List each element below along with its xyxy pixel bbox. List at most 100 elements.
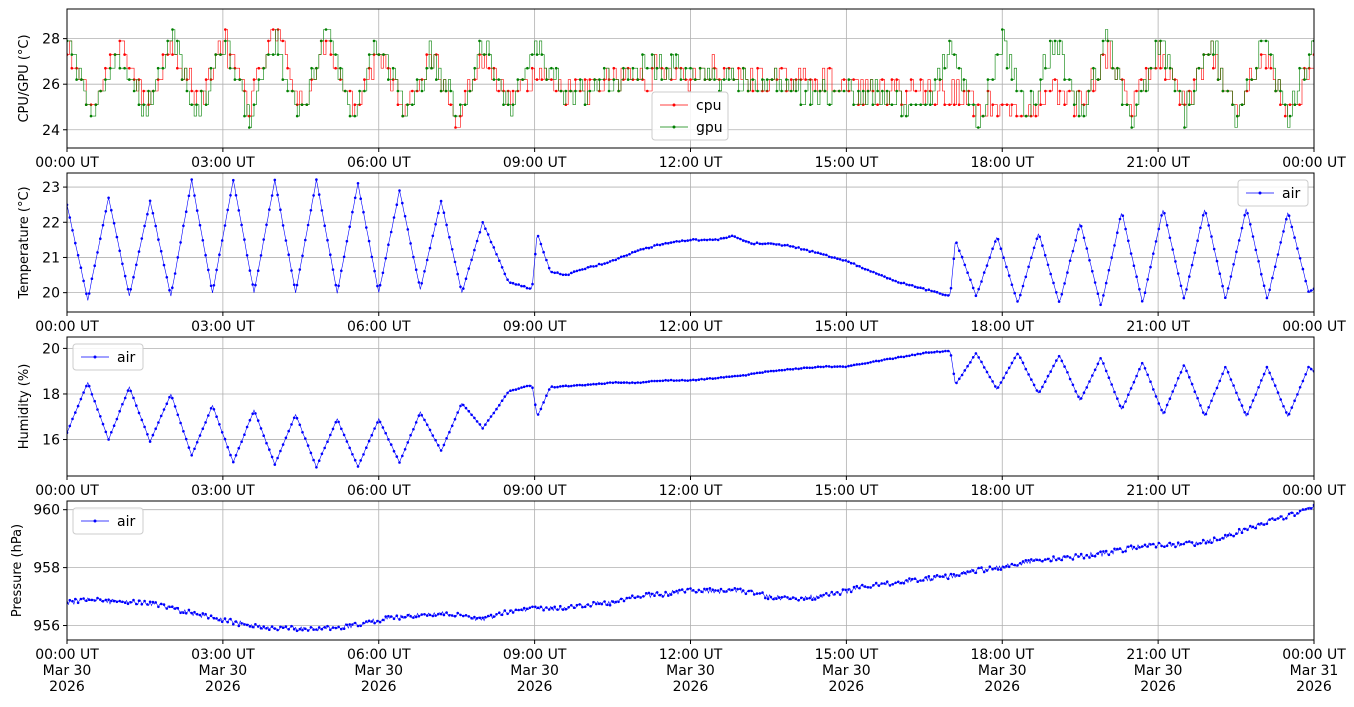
data-point bbox=[252, 78, 256, 81]
data-point bbox=[764, 596, 767, 600]
data-point bbox=[425, 614, 429, 617]
data-point bbox=[1154, 39, 1157, 43]
data-point bbox=[511, 103, 515, 106]
data-point bbox=[667, 379, 670, 382]
data-point bbox=[1309, 367, 1313, 371]
data-point bbox=[833, 593, 836, 596]
data-point bbox=[1273, 518, 1277, 521]
data-point bbox=[147, 89, 150, 93]
data-point bbox=[85, 599, 88, 602]
data-point bbox=[317, 193, 321, 196]
data-point bbox=[827, 594, 831, 597]
data-point bbox=[1243, 411, 1246, 414]
data-point bbox=[500, 399, 504, 403]
data-point bbox=[1010, 103, 1014, 106]
data-point bbox=[919, 352, 922, 356]
data-point bbox=[949, 354, 953, 357]
data-point bbox=[642, 247, 645, 251]
data-point bbox=[775, 89, 779, 93]
data-point bbox=[977, 287, 980, 291]
data-point bbox=[157, 421, 160, 424]
data-point bbox=[1168, 236, 1172, 240]
data-point bbox=[140, 237, 144, 240]
data-point bbox=[1049, 272, 1052, 276]
data-point bbox=[1185, 369, 1188, 373]
data-point bbox=[1303, 78, 1306, 81]
data-point bbox=[1091, 374, 1094, 377]
data-point bbox=[128, 66, 131, 70]
data-point bbox=[129, 389, 132, 393]
data-point bbox=[193, 194, 196, 197]
data-point bbox=[135, 602, 138, 606]
data-point bbox=[636, 595, 640, 598]
data-point bbox=[1068, 377, 1072, 381]
data-point bbox=[697, 239, 701, 242]
data-point bbox=[475, 420, 479, 423]
data-point bbox=[1121, 214, 1125, 217]
data-point bbox=[1176, 272, 1180, 275]
data-point bbox=[930, 578, 933, 581]
data-point bbox=[315, 466, 318, 469]
x-tick-label: 21:00 UT bbox=[1126, 483, 1190, 499]
data-point bbox=[517, 608, 520, 612]
data-point bbox=[342, 255, 346, 259]
data-point bbox=[526, 66, 529, 70]
data-point bbox=[536, 413, 540, 416]
data-point bbox=[475, 617, 479, 620]
data-point bbox=[1199, 404, 1202, 407]
legend: air bbox=[72, 507, 144, 535]
data-point bbox=[908, 354, 911, 358]
data-point bbox=[1282, 405, 1285, 408]
data-point bbox=[661, 242, 665, 246]
data-point bbox=[1068, 78, 1071, 81]
data-point bbox=[506, 612, 509, 616]
data-point bbox=[849, 261, 853, 265]
data-point bbox=[154, 224, 157, 228]
data-point bbox=[1019, 561, 1022, 565]
data-point bbox=[980, 566, 983, 569]
data-point bbox=[423, 613, 426, 616]
data-point bbox=[486, 233, 490, 236]
data-point bbox=[500, 266, 504, 269]
data-point bbox=[489, 415, 493, 418]
data-point bbox=[1107, 553, 1111, 557]
data-point bbox=[497, 89, 501, 93]
data-point bbox=[259, 427, 263, 430]
data-point bbox=[578, 603, 581, 606]
data-point bbox=[545, 258, 548, 262]
data-point bbox=[858, 586, 861, 590]
data-point bbox=[1188, 540, 1191, 543]
data-point bbox=[534, 605, 537, 609]
data-point bbox=[653, 244, 656, 247]
data-point bbox=[312, 628, 315, 631]
data-point bbox=[1082, 114, 1086, 118]
data-point bbox=[736, 236, 739, 240]
data-point bbox=[797, 599, 800, 602]
data-point bbox=[540, 78, 544, 81]
legend-label: air bbox=[1282, 186, 1300, 202]
data-point bbox=[71, 417, 74, 421]
data-point bbox=[929, 103, 932, 106]
data-point bbox=[267, 39, 270, 43]
data-point bbox=[334, 283, 338, 287]
data-point bbox=[836, 365, 839, 368]
data-point bbox=[104, 430, 108, 434]
data-point bbox=[572, 384, 576, 387]
data-point bbox=[1249, 405, 1252, 409]
data-point bbox=[87, 384, 91, 388]
data-point bbox=[395, 203, 399, 206]
data-point bbox=[345, 239, 349, 243]
data-point bbox=[503, 395, 507, 398]
data-point bbox=[758, 242, 762, 246]
data-point bbox=[270, 455, 274, 459]
data-point bbox=[1163, 411, 1166, 414]
data-point bbox=[99, 237, 102, 240]
data-point bbox=[1171, 248, 1174, 251]
x-tick-label: 03:00 UT bbox=[191, 483, 255, 499]
data-point bbox=[1130, 126, 1133, 129]
data-point bbox=[431, 434, 435, 437]
data-point bbox=[705, 377, 709, 381]
data-point bbox=[780, 368, 784, 372]
data-point bbox=[1226, 287, 1230, 290]
